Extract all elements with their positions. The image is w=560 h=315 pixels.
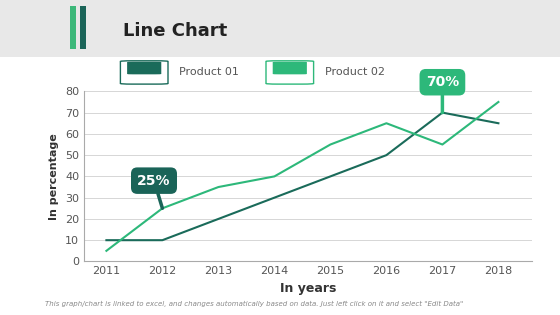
Text: Product 02: Product 02 bbox=[325, 67, 385, 77]
Text: Line Chart: Line Chart bbox=[123, 22, 227, 40]
Text: 70%: 70% bbox=[426, 75, 459, 112]
FancyBboxPatch shape bbox=[273, 62, 307, 74]
FancyBboxPatch shape bbox=[120, 61, 168, 84]
Text: This graph/chart is linked to excel, and changes automatically based on data. Ju: This graph/chart is linked to excel, and… bbox=[45, 301, 463, 307]
Text: 25%: 25% bbox=[137, 174, 171, 208]
FancyBboxPatch shape bbox=[266, 61, 314, 84]
Y-axis label: In percentage: In percentage bbox=[49, 133, 59, 220]
Text: Product 01: Product 01 bbox=[179, 67, 239, 77]
FancyBboxPatch shape bbox=[127, 62, 161, 74]
X-axis label: In years: In years bbox=[280, 282, 336, 295]
